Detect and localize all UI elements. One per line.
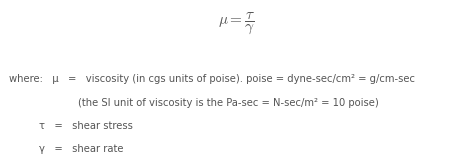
Text: where:   μ   =   viscosity (in cgs units of poise). poise = dyne-sec/cm² = g/cm-: where: μ = viscosity (in cgs units of po…	[9, 74, 415, 84]
Text: $\mu = \dfrac{\tau}{\gamma}$: $\mu = \dfrac{\tau}{\gamma}$	[219, 11, 255, 37]
Text: γ   =   shear rate: γ = shear rate	[39, 144, 124, 154]
Text: τ   =   shear stress: τ = shear stress	[39, 121, 133, 131]
Text: (the SI unit of viscosity is the Pa-sec = N-sec/m² = 10 poise): (the SI unit of viscosity is the Pa-sec …	[78, 98, 379, 108]
